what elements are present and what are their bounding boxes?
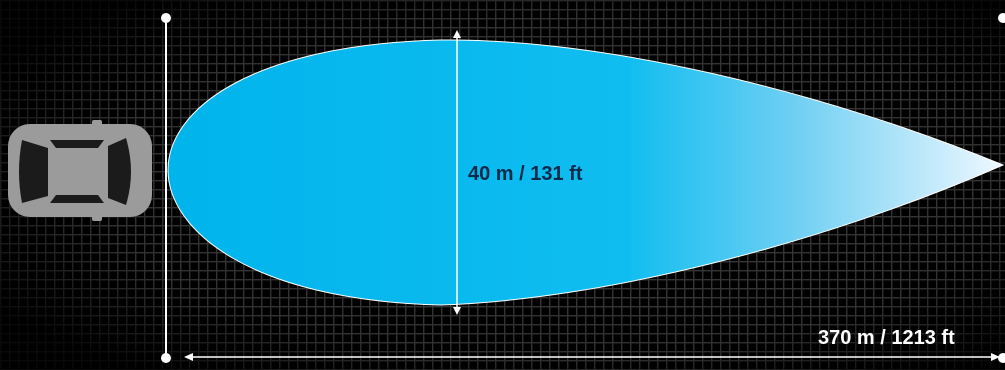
width-dimension-arrow — [453, 30, 461, 315]
far-top-dot — [998, 13, 1005, 23]
light-beam-shape — [167, 39, 1005, 306]
beam-distance-label: 370 m / 1213 ft — [818, 327, 955, 349]
beam-width-label: 40 m / 131 ft — [468, 163, 583, 185]
origin-line — [161, 13, 171, 363]
car-top-view-icon — [8, 120, 152, 221]
distance-dimension-arrow — [184, 353, 1000, 361]
far-bottom-dot — [998, 353, 1005, 363]
